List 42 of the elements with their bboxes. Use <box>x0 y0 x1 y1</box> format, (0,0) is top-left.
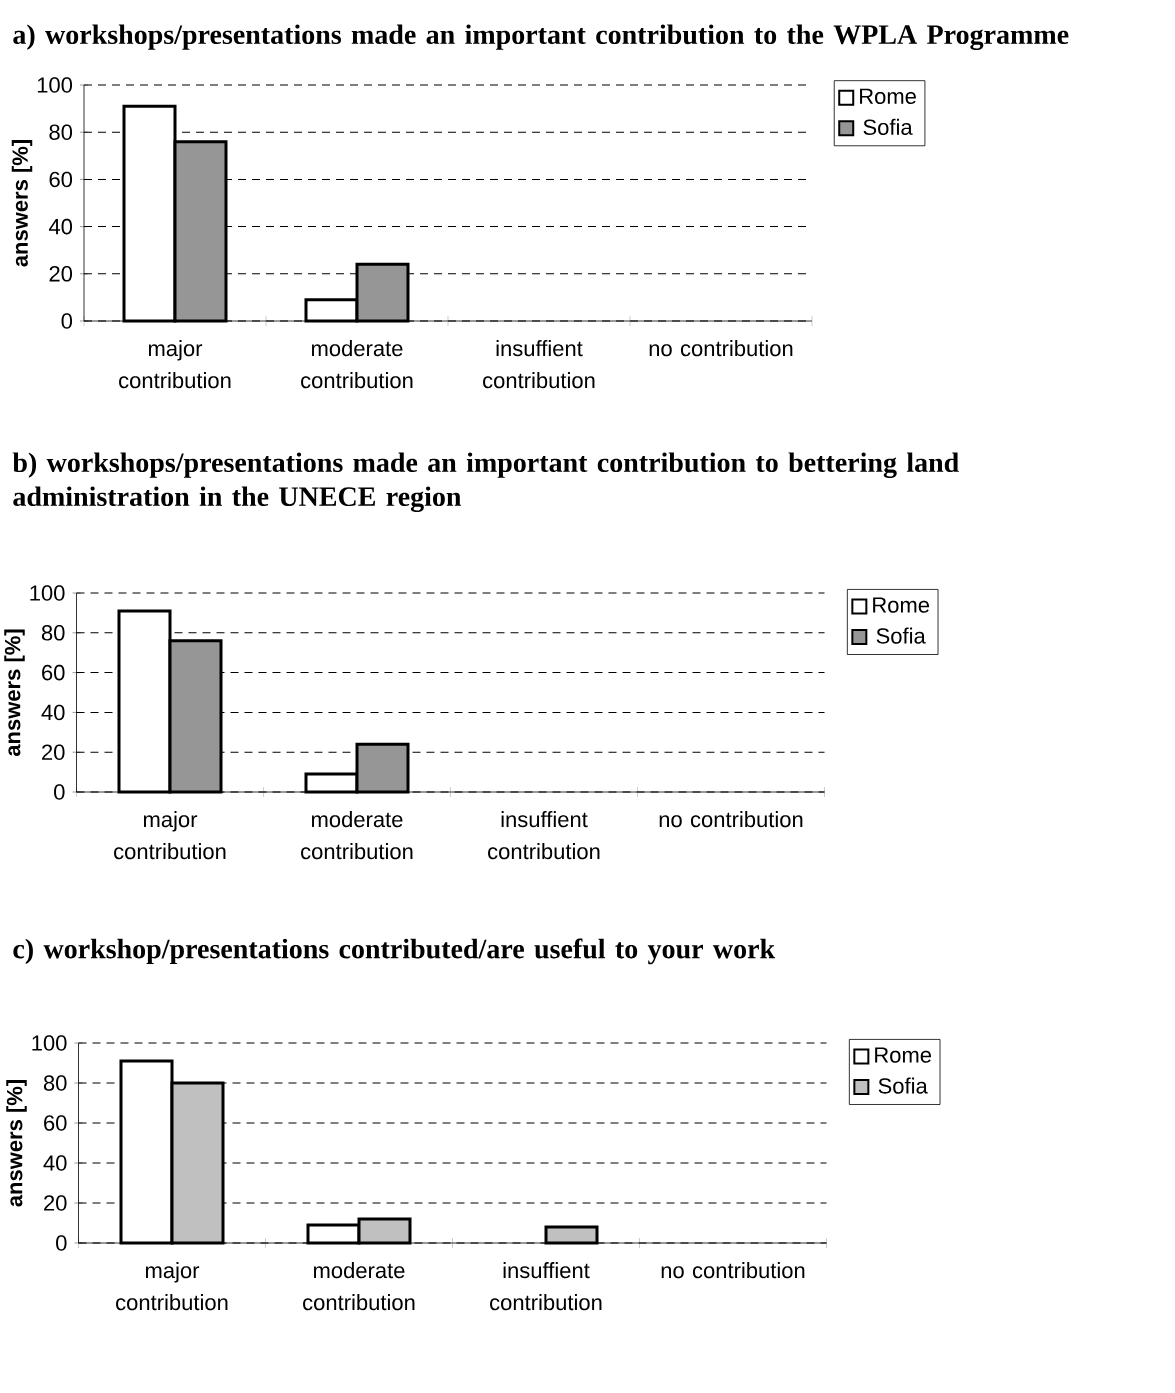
legend-label: Sofia <box>878 1077 928 1094</box>
y-axis-title: answers [%] <box>4 629 25 757</box>
x-tick-label: major contribution <box>119 340 231 389</box>
x-tick-label: moderate contribution <box>301 811 413 860</box>
y-tick-label: 40 <box>48 218 73 235</box>
x-tick-label: insuffient contribution <box>490 1262 602 1311</box>
y-tick-label: 100 <box>32 1035 67 1051</box>
y-tick-label: 20 <box>49 266 73 282</box>
x-tick-label: major contribution <box>114 811 226 860</box>
chart-title: a) workshops/presentations made an important contribution to the WPLA Programme <box>13 24 1069 51</box>
legend-label: Sofia <box>876 627 926 644</box>
chart-title: c) workshop/presentations contributed/are useful to your work <box>13 938 776 965</box>
y-tick-label: 60 <box>42 664 65 681</box>
y-tick-label: 100 <box>37 77 73 93</box>
y-tick-label: 80 <box>43 1075 67 1091</box>
y-tick-label: 40 <box>41 704 65 721</box>
x-tick-label: moderate contribution <box>301 340 413 389</box>
legend-label: Rome <box>860 88 916 105</box>
y-tick-label: 0 <box>61 313 73 329</box>
y-tick-label: 60 <box>44 1115 67 1131</box>
y-tick-label: 0 <box>56 1235 67 1251</box>
y-tick-label: 20 <box>42 744 65 761</box>
legend-label: Sofia <box>863 118 913 135</box>
y-tick-label: 0 <box>54 784 65 800</box>
x-tick-label: insuffient contribution <box>488 811 600 860</box>
y-tick-label: 60 <box>49 171 73 188</box>
y-tick-label: 80 <box>49 124 73 140</box>
x-tick-label: no contribution <box>661 1262 805 1279</box>
x-tick-label: major contribution <box>116 1262 228 1311</box>
y-tick-label: 40 <box>43 1155 67 1171</box>
legend-label: Rome <box>875 1047 932 1063</box>
x-tick-label: insuffient contribution <box>483 340 595 389</box>
x-tick-label: no contribution <box>649 340 793 357</box>
y-axis-title: answers [%] <box>6 1080 27 1207</box>
legend-label: Rome <box>873 597 930 613</box>
x-tick-label: moderate contribution <box>303 1262 415 1311</box>
y-tick-label: 80 <box>41 625 65 641</box>
y-tick-label: 20 <box>44 1195 67 1211</box>
y-tick-label: 100 <box>30 585 65 601</box>
chart-title: b) workshops/presentations made an important contribution to bettering land administration in the UNECE region <box>12 452 959 513</box>
x-tick-label: no contribution <box>659 811 803 828</box>
y-axis-title: answers [%] <box>11 140 33 267</box>
